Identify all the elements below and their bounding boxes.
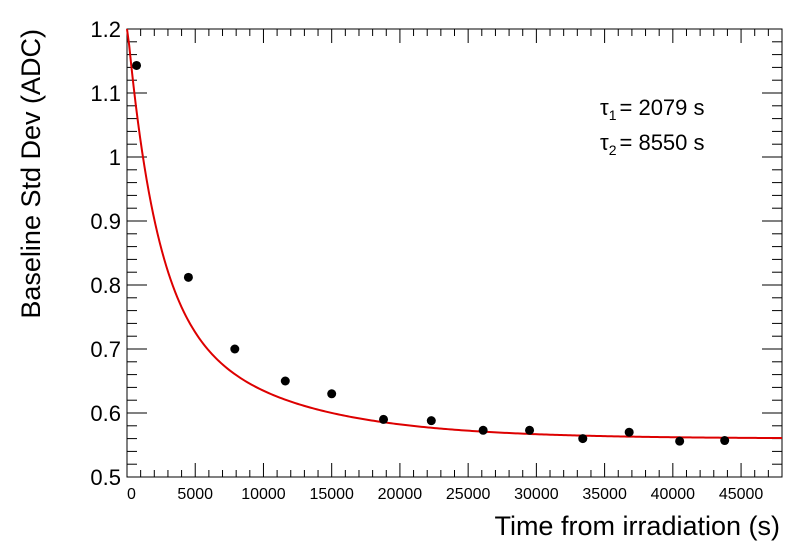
tau2-symbol: τ [600, 130, 609, 155]
data-point [183, 272, 193, 282]
x-tick-label: 40000 [651, 486, 696, 503]
x-tick-label: 45000 [719, 486, 764, 503]
data-point [379, 414, 389, 424]
fit-curve [126, 28, 783, 440]
x-tick-label: 30000 [514, 486, 559, 503]
data-point [525, 425, 535, 435]
x-tick-label: 15000 [309, 486, 354, 503]
x-axis-title: Time from irradiation (s) [494, 511, 780, 541]
data-point [624, 427, 634, 437]
x-tick-label: 5000 [177, 486, 213, 503]
x-tick-label: 35000 [582, 486, 627, 503]
data-point [132, 60, 142, 70]
tau1-symbol: τ [600, 95, 609, 120]
data-point [675, 436, 685, 446]
y-tick-label: 1.2 [90, 17, 121, 42]
x-tick-label: 20000 [378, 486, 423, 503]
x-tick-label: 25000 [446, 486, 491, 503]
tick-labels: 0 5000 10000 15000 20000 25000 30000 35000 40000… [90, 17, 763, 503]
tau2-value: = 8550 s [620, 130, 705, 155]
tau1-annotation: τ1 = 2079 s [600, 95, 705, 123]
x-tick-label: 0 [127, 486, 136, 503]
tau2-subscript: 2 [609, 142, 617, 158]
y-tick-label: 0.7 [90, 337, 121, 362]
y-tick-label: 0.5 [90, 465, 121, 490]
tau2-annotation: τ2 = 8550 s [600, 130, 705, 158]
y-tick-label: 0.8 [90, 273, 121, 298]
y-tick-label: 0.9 [90, 209, 121, 234]
data-point [478, 425, 488, 435]
y-tick-label: 1.1 [90, 81, 121, 106]
data-point [230, 344, 240, 354]
axis-ticks [126, 28, 783, 478]
y-tick-label: 1 [109, 145, 121, 170]
tau1-subscript: 1 [609, 107, 617, 123]
y-axis-title: Baseline Std Dev (ADC) [16, 29, 46, 319]
data-point [327, 389, 337, 399]
data-point [280, 376, 290, 386]
data-point [720, 436, 730, 446]
data-point [578, 434, 588, 444]
data-point [426, 416, 436, 426]
tau1-value: = 2079 s [620, 95, 705, 120]
x-tick-label: 10000 [241, 486, 286, 503]
y-tick-label: 0.6 [90, 401, 121, 426]
data-points [132, 60, 730, 446]
